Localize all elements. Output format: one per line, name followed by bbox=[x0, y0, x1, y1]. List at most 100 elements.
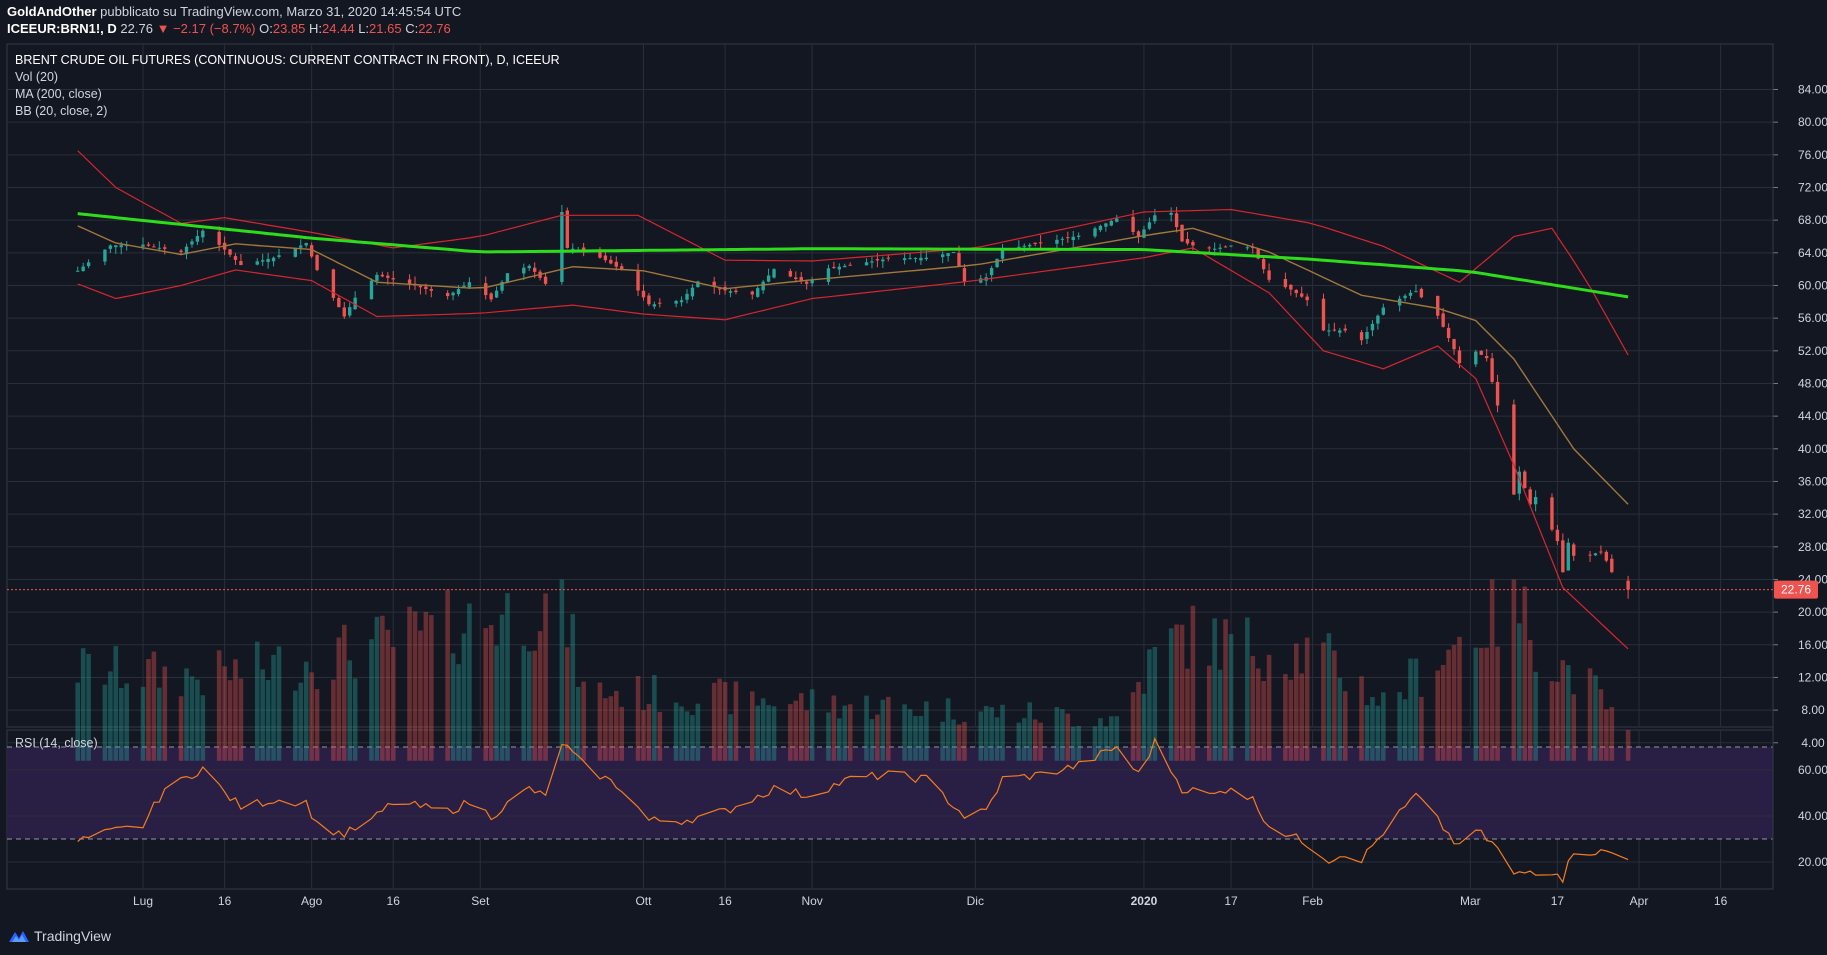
candle-body[interactable] bbox=[489, 293, 493, 300]
candle-body[interactable] bbox=[1555, 529, 1560, 542]
candle-body[interactable] bbox=[1408, 292, 1413, 296]
candle-body[interactable] bbox=[804, 281, 809, 284]
instrument-title[interactable]: BRENT CRUDE OIL FUTURES (CONTINUOUS: CUR… bbox=[15, 53, 560, 67]
candle-body[interactable] bbox=[799, 277, 803, 282]
candle-body[interactable] bbox=[1207, 247, 1211, 249]
candle-body[interactable] bbox=[271, 257, 276, 262]
candle-body[interactable] bbox=[1457, 350, 1462, 364]
candle-body[interactable] bbox=[908, 258, 912, 260]
candle-body[interactable] bbox=[581, 247, 586, 251]
candle-body[interactable] bbox=[951, 252, 956, 254]
symbol-label[interactable]: ICEEUR:BRN1!, D bbox=[7, 21, 117, 36]
candle-body[interactable] bbox=[924, 257, 929, 260]
candle-body[interactable] bbox=[299, 245, 303, 248]
author-name[interactable]: GoldAndOther bbox=[7, 4, 97, 19]
candle-body[interactable] bbox=[1294, 289, 1298, 294]
candle-body[interactable] bbox=[734, 290, 738, 293]
candle-body[interactable] bbox=[331, 269, 336, 298]
candle-body[interactable] bbox=[940, 254, 945, 258]
candle-body[interactable] bbox=[957, 253, 961, 267]
candle-body[interactable] bbox=[293, 247, 298, 257]
candle-body[interactable] bbox=[543, 276, 548, 284]
candle-body[interactable] bbox=[717, 288, 722, 290]
candle-body[interactable] bbox=[636, 270, 640, 291]
candle-body[interactable] bbox=[1022, 245, 1026, 247]
candle-body[interactable] bbox=[1115, 218, 1119, 222]
candle-body[interactable] bbox=[1446, 327, 1451, 339]
candle-body[interactable] bbox=[1566, 542, 1570, 571]
candle-body[interactable] bbox=[500, 281, 504, 291]
candle-body[interactable] bbox=[484, 283, 488, 296]
candle-body[interactable] bbox=[679, 300, 684, 303]
candle-body[interactable] bbox=[277, 255, 281, 257]
candle-body[interactable] bbox=[902, 258, 907, 261]
candle-body[interactable] bbox=[772, 269, 776, 278]
candle-body[interactable] bbox=[728, 291, 733, 293]
candle-body[interactable] bbox=[1245, 247, 1250, 249]
candle-body[interactable] bbox=[260, 260, 265, 262]
candle-body[interactable] bbox=[407, 279, 412, 284]
candle-body[interactable] bbox=[1452, 339, 1456, 350]
candle-body[interactable] bbox=[348, 307, 352, 316]
candle-body[interactable] bbox=[1610, 558, 1614, 573]
candle-body[interactable] bbox=[1441, 313, 1445, 327]
candle-body[interactable] bbox=[712, 281, 716, 287]
candle-body[interactable] bbox=[609, 259, 613, 264]
candle-body[interactable] bbox=[86, 262, 91, 267]
candle-body[interactable] bbox=[337, 298, 341, 308]
candle-body[interactable] bbox=[1300, 293, 1304, 297]
candle-body[interactable] bbox=[114, 245, 118, 248]
candle-body[interactable] bbox=[233, 256, 238, 260]
legend-bollinger[interactable]: BB (20, close, 2) bbox=[15, 104, 108, 118]
candle-body[interactable] bbox=[1071, 236, 1075, 241]
candle-body[interactable] bbox=[369, 280, 374, 300]
candle-body[interactable] bbox=[1218, 247, 1222, 249]
candle-body[interactable] bbox=[467, 282, 472, 288]
candle-body[interactable] bbox=[1055, 239, 1059, 244]
candle-body[interactable] bbox=[1153, 215, 1157, 222]
candle-body[interactable] bbox=[1604, 551, 1609, 561]
candle-body[interactable] bbox=[424, 286, 428, 290]
candle-body[interactable] bbox=[886, 257, 890, 259]
candle-body[interactable] bbox=[1261, 259, 1266, 270]
candle-body[interactable] bbox=[685, 293, 689, 300]
candle-body[interactable] bbox=[1572, 544, 1576, 556]
candle-body[interactable] bbox=[1495, 381, 1500, 406]
candle-body[interactable] bbox=[451, 292, 455, 296]
candle-body[interactable] bbox=[1212, 248, 1217, 250]
candle-body[interactable] bbox=[1060, 238, 1065, 240]
candle-body[interactable] bbox=[1098, 225, 1103, 231]
candle-body[interactable] bbox=[1136, 231, 1141, 237]
candle-body[interactable] bbox=[386, 275, 390, 278]
candle-body[interactable] bbox=[1033, 242, 1037, 244]
candle-body[interactable] bbox=[1376, 315, 1380, 324]
candle-body[interactable] bbox=[919, 257, 923, 261]
candle-body[interactable] bbox=[1370, 323, 1375, 331]
candle-body[interactable] bbox=[756, 288, 760, 297]
candle-body[interactable] bbox=[1593, 553, 1598, 556]
candle-body[interactable] bbox=[239, 261, 243, 266]
candle-body[interactable] bbox=[445, 292, 450, 297]
candle-body[interactable] bbox=[1561, 540, 1565, 573]
candle-body[interactable] bbox=[761, 281, 765, 291]
candle-body[interactable] bbox=[1338, 330, 1342, 333]
candle-body[interactable] bbox=[1414, 291, 1418, 293]
candle-body[interactable] bbox=[1104, 223, 1108, 227]
candle-body[interactable] bbox=[1256, 248, 1260, 259]
candle-body[interactable] bbox=[913, 257, 918, 259]
tradingview-brand[interactable]: TradingView bbox=[34, 928, 112, 944]
candle-body[interactable] bbox=[870, 261, 874, 263]
candle-body[interactable] bbox=[190, 241, 194, 245]
candle-body[interactable] bbox=[353, 297, 357, 310]
candle-body[interactable] bbox=[989, 268, 994, 276]
candle-body[interactable] bbox=[1076, 235, 1081, 237]
candle-body[interactable] bbox=[962, 268, 967, 282]
candle-body[interactable] bbox=[1490, 358, 1494, 382]
candle-body[interactable] bbox=[266, 258, 270, 263]
candle-body[interactable] bbox=[1484, 356, 1489, 359]
candle-body[interactable] bbox=[620, 266, 624, 270]
candle-body[interactable] bbox=[152, 246, 156, 248]
candle-body[interactable] bbox=[429, 289, 434, 291]
candle-body[interactable] bbox=[1588, 554, 1592, 556]
candle-body[interactable] bbox=[1289, 284, 1293, 290]
